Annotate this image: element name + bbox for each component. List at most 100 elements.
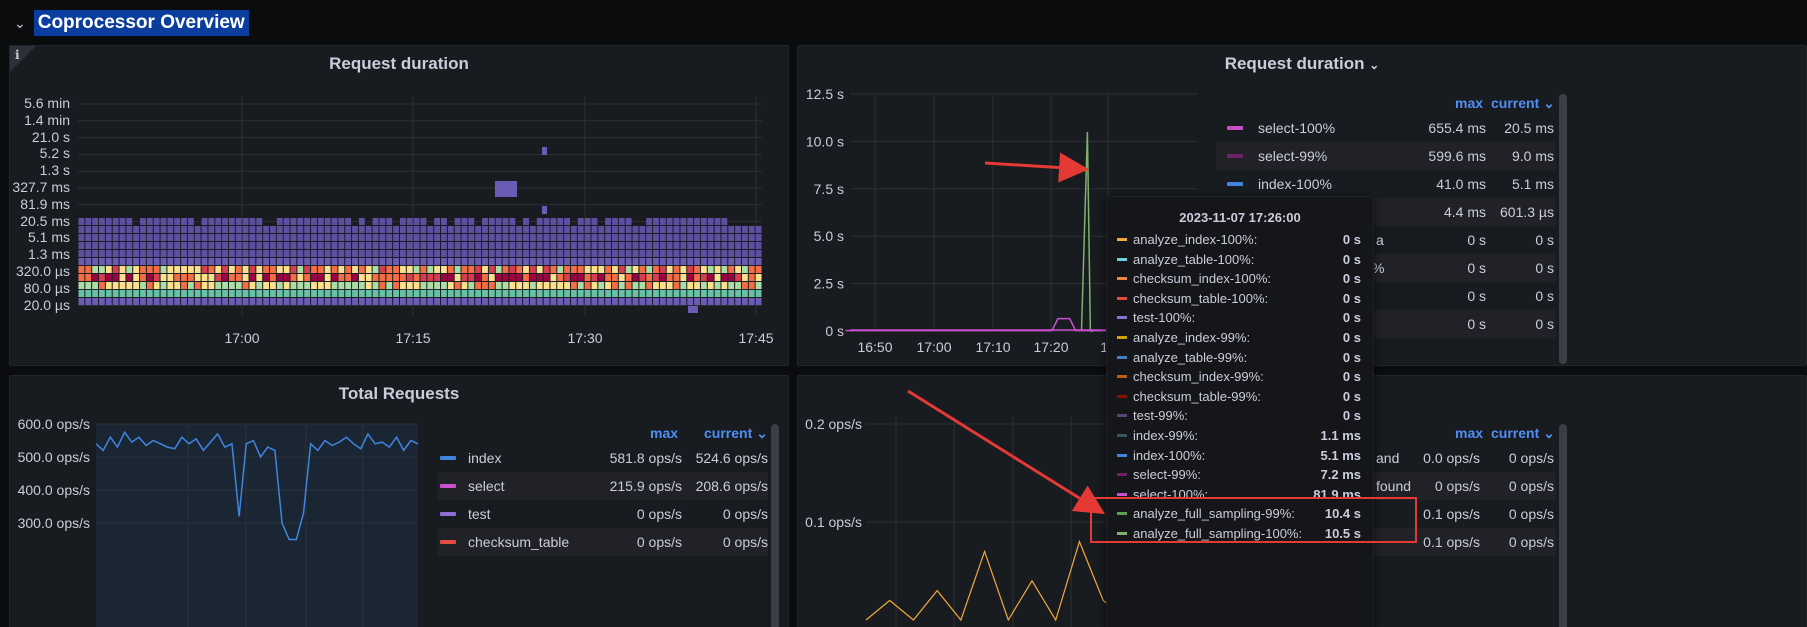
heatmap-cell (146, 274, 153, 281)
info-corner[interactable] (10, 46, 36, 72)
tooltip-value: 0 s (1342, 310, 1361, 326)
legend-item[interactable]: index-100% 41.0 ms 5.1 ms (1216, 170, 1556, 198)
legend-max-header[interactable]: max (1455, 425, 1484, 441)
heatmap-cell (557, 274, 564, 281)
y-axis-tick-label: 600.0 ops/s (18, 416, 90, 432)
heatmap-cell (564, 274, 570, 281)
tooltip-swatch (1117, 532, 1127, 535)
heatmap-cell (263, 298, 270, 305)
heatmap-cell (523, 234, 529, 241)
heatmap-cell (201, 250, 208, 257)
heatmap-cell (201, 274, 208, 281)
heatmap-cell (584, 274, 591, 281)
info-icon[interactable]: i (15, 48, 20, 62)
heatmap-cell (406, 242, 413, 249)
legend-scrollbar[interactable] (1559, 424, 1567, 627)
heatmap-cell (557, 266, 564, 273)
legend-current-value: 5.1 ms (1511, 176, 1554, 192)
legend-item[interactable]: 0 s 0 s (1216, 282, 1556, 310)
heatmap-cell (673, 266, 680, 273)
y-axis-tick-label: 5.2 s (39, 145, 70, 162)
panel-title[interactable]: Request duration (329, 54, 469, 73)
heatmap-cell (181, 266, 187, 273)
legend-name-fragment: a (1376, 232, 1384, 248)
legend-current-header[interactable]: current ⌄ (1491, 425, 1555, 441)
heatmap-cell (222, 274, 228, 281)
heatmap-cell (386, 282, 393, 289)
heatmap-cell (365, 298, 372, 305)
heatmap-cell (317, 274, 324, 281)
heatmap-cell (406, 250, 413, 257)
heatmap-cell (399, 234, 406, 241)
heatmap-cell (235, 290, 242, 297)
heatmap-cell (441, 226, 447, 233)
heatmap-cell (577, 234, 584, 241)
heatmap-cell (707, 298, 714, 305)
heatmap-cell (536, 298, 543, 305)
heatmap-cell (482, 298, 488, 305)
heatmap-cell (324, 234, 331, 241)
heatmap-cell (126, 242, 133, 249)
row-header[interactable]: ⌄ Coprocessor Overview (14, 8, 249, 38)
legend-scrollbar[interactable] (771, 424, 779, 627)
heatmap-cell (728, 282, 735, 289)
heatmap-cell (632, 258, 639, 265)
heatmap-chart[interactable] (10, 46, 789, 366)
heatmap-cell (413, 234, 420, 241)
total-requests-chart[interactable]: 300.0 ops/s 400.0 ops/s 500.0 ops/s 600.0 o… (10, 376, 789, 627)
heatmap-cell (420, 226, 427, 233)
heatmap-cell (379, 266, 386, 273)
panel-title[interactable]: Request duration ⌄ (1224, 54, 1380, 73)
legend-item[interactable]: index 581.8 ops/s 524.6 ops/s (438, 444, 768, 472)
heatmap-cell (653, 250, 659, 257)
legend-current-header[interactable]: current ⌄ (704, 425, 768, 441)
legend-max-header[interactable]: max (1455, 95, 1484, 111)
tooltip-value: 10.4 s (1324, 506, 1361, 522)
heatmap-cell (160, 250, 167, 257)
legend-scrollbar[interactable] (1559, 94, 1567, 364)
heatmap-cell (317, 298, 324, 305)
legend-max-header[interactable]: max (650, 425, 679, 441)
legend-item[interactable]: and 0.0 ops/s 0 ops/s (1358, 444, 1556, 472)
legend-item[interactable]: select 215.9 ops/s 208.6 ops/s (438, 472, 768, 500)
legend-item[interactable]: checksum_table 0 ops/s 0 ops/s (438, 528, 768, 556)
heatmap-cell (694, 234, 700, 241)
legend-item[interactable]: select-100% 655.4 ms 20.5 ms (1216, 114, 1556, 142)
chevron-down-icon[interactable]: ⌄ (1369, 58, 1380, 72)
heatmap-cell (99, 282, 105, 289)
chevron-down-icon[interactable]: ⌄ (14, 14, 26, 31)
panel-title[interactable]: Total Requests (338, 384, 460, 403)
heatmap-cell (625, 274, 632, 281)
heatmap-cell (290, 242, 297, 249)
heatmap-cell (297, 242, 304, 249)
heatmap-cell (646, 298, 653, 305)
heatmap-cell (406, 298, 413, 305)
tooltip-swatch (1117, 394, 1127, 398)
legend-item[interactable]: 0 s 0 s (1216, 226, 1556, 254)
heatmap-cell (112, 250, 119, 257)
heatmap-cell (105, 234, 112, 241)
heatmap-cell (434, 290, 441, 297)
heatmap-cell (242, 258, 249, 265)
heatmap-cell (297, 282, 304, 289)
x-axis-tick-label: 16:50 (857, 339, 892, 355)
heatmap-cell (311, 234, 317, 241)
y-axis-tick-label: 80.0 µs (23, 279, 70, 296)
legend-item[interactable]: found 0 ops/s 0 ops/s (1358, 472, 1556, 500)
legend-item[interactable]: test 0 ops/s 0 ops/s (438, 500, 768, 528)
legend-current-header[interactable]: current ⌄ (1491, 95, 1555, 111)
legend-item[interactable]: 0.1 ops/s 0 ops/s (1358, 500, 1556, 528)
heatmap-cell (488, 290, 495, 297)
legend-item[interactable]: select-99% 599.6 ms 9.0 ms (1216, 142, 1556, 170)
heatmap-cell (728, 234, 735, 241)
tooltip-swatch (1117, 414, 1127, 418)
heatmap-cell (570, 266, 577, 273)
heatmap-cell (653, 282, 659, 289)
heatmap-cell (584, 290, 591, 297)
heatmap-cell (488, 266, 495, 273)
heatmap-cell (256, 250, 263, 257)
heatmap-cell (639, 266, 646, 273)
heatmap-cell (673, 274, 680, 281)
row-title[interactable]: Coprocessor Overview (33, 10, 249, 36)
legend-current-value: 0 ops/s (722, 534, 768, 550)
